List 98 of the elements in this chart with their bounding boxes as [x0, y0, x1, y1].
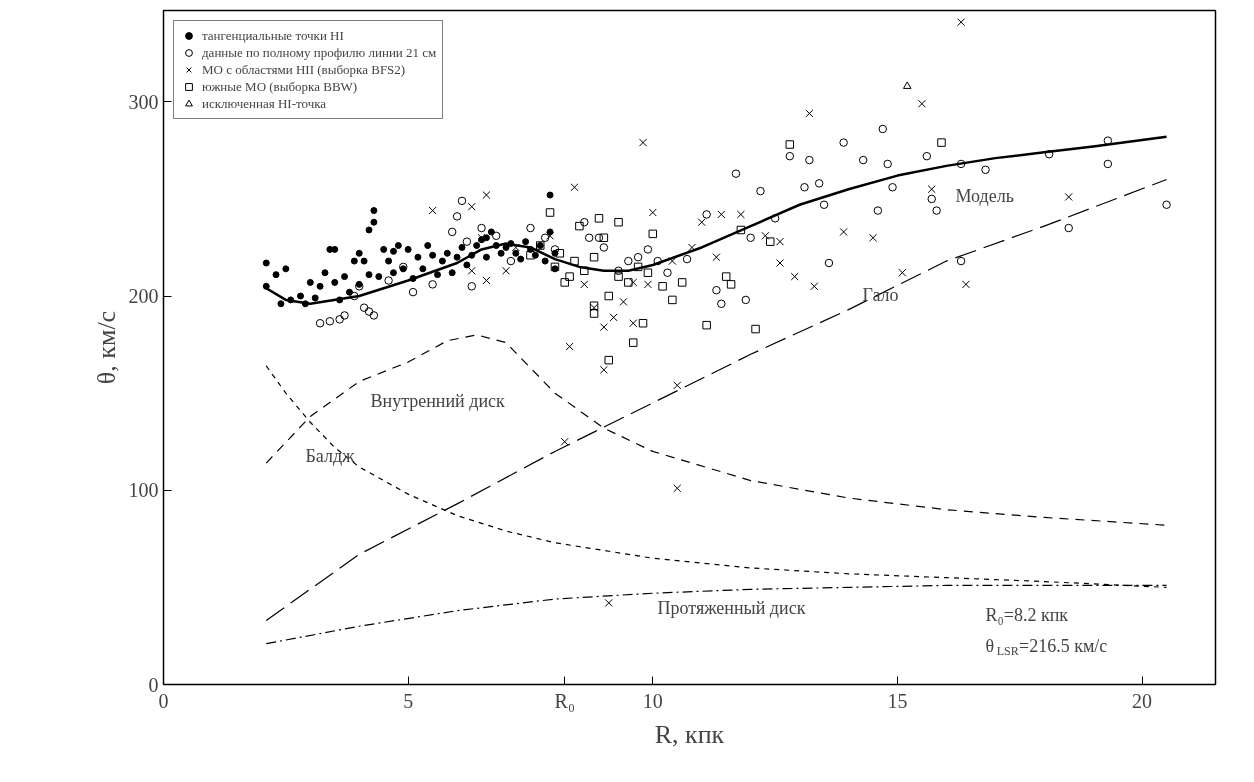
legend-label: данные по полному профилю линии 21 см — [202, 44, 437, 61]
point — [575, 221, 584, 231]
point — [702, 320, 711, 330]
point — [868, 233, 878, 242]
x-tick-label: 5 — [403, 689, 414, 712]
point — [580, 266, 589, 276]
point — [633, 262, 643, 272]
point — [560, 278, 569, 287]
point — [648, 229, 658, 239]
point — [624, 278, 633, 287]
annotation: Модель — [955, 185, 1014, 206]
x-tick-label: 10 — [642, 689, 663, 712]
point — [589, 252, 599, 262]
point — [717, 210, 726, 219]
point — [482, 190, 491, 200]
point — [643, 268, 653, 277]
point — [673, 381, 682, 390]
point — [712, 253, 721, 262]
point — [580, 280, 589, 289]
point — [898, 268, 907, 277]
point — [511, 243, 520, 252]
y-tick-label: 0 — [148, 673, 159, 696]
point — [736, 210, 745, 219]
point — [638, 318, 648, 328]
point — [785, 140, 795, 149]
point — [917, 99, 926, 108]
point — [790, 272, 799, 281]
point — [565, 342, 574, 351]
annotation: Гало — [862, 284, 899, 305]
x-tick-label: R₀ — [554, 689, 575, 712]
point — [697, 218, 706, 227]
point — [839, 227, 848, 236]
legend-label: МО с областями HII (выборка BFS2) — [202, 61, 406, 78]
point — [721, 272, 731, 281]
point — [428, 206, 437, 215]
annotation: R₀=8.2 кпк — [985, 604, 1069, 625]
point — [482, 276, 491, 285]
point — [677, 278, 687, 287]
point — [629, 319, 638, 328]
point — [628, 338, 638, 347]
annotation: Внутренний диск — [370, 390, 506, 411]
point — [599, 365, 608, 374]
point — [726, 280, 736, 289]
point — [565, 272, 574, 281]
point — [599, 323, 608, 332]
point — [570, 256, 579, 266]
point — [673, 484, 682, 493]
point — [658, 282, 667, 291]
point — [501, 266, 511, 275]
point — [810, 282, 819, 291]
point — [687, 243, 696, 252]
point — [648, 208, 657, 217]
point — [805, 109, 814, 118]
legend-label: исключенная HI-точка — [202, 95, 327, 112]
point — [599, 233, 609, 243]
point — [751, 324, 760, 334]
point — [604, 598, 613, 607]
point — [629, 278, 638, 287]
point — [668, 295, 677, 305]
point — [570, 183, 579, 192]
point — [594, 214, 604, 223]
point — [589, 309, 599, 318]
point — [555, 249, 565, 258]
annotation: Балдж — [305, 445, 356, 466]
y-tick-label: 100 — [128, 479, 159, 502]
point — [604, 355, 614, 365]
point — [604, 291, 614, 301]
point — [619, 297, 628, 306]
point — [775, 237, 785, 246]
x-axis-title: R, кпк — [654, 719, 725, 749]
point — [643, 280, 652, 289]
point — [937, 138, 946, 147]
legend-label: южные МО (выборка BBW) — [202, 78, 358, 95]
point — [668, 257, 677, 266]
point — [1064, 192, 1073, 201]
point — [614, 272, 623, 281]
x-tick-label: 20 — [1132, 689, 1153, 712]
point — [467, 202, 476, 211]
point — [736, 225, 746, 235]
x-tick-label: 15 — [887, 689, 908, 712]
point — [765, 237, 775, 246]
annotation: Протяженный диск — [657, 597, 806, 618]
point — [467, 266, 476, 275]
point — [560, 437, 569, 446]
y-tick-label: 300 — [128, 90, 159, 113]
point — [609, 313, 618, 322]
point — [526, 250, 535, 260]
y-tick-label: 200 — [128, 285, 159, 308]
point — [638, 138, 648, 147]
y-axis-title: θ, км/с — [91, 310, 121, 385]
point — [545, 208, 555, 217]
legend-label: тангенциальные точки HI — [202, 27, 344, 44]
point — [614, 217, 623, 227]
point — [927, 185, 936, 194]
point — [957, 18, 966, 27]
point — [902, 81, 912, 89]
point — [961, 280, 970, 289]
point — [761, 231, 770, 240]
